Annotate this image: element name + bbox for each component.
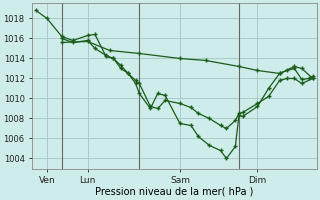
X-axis label: Pression niveau de la mer( hPa ): Pression niveau de la mer( hPa ) xyxy=(95,187,253,197)
